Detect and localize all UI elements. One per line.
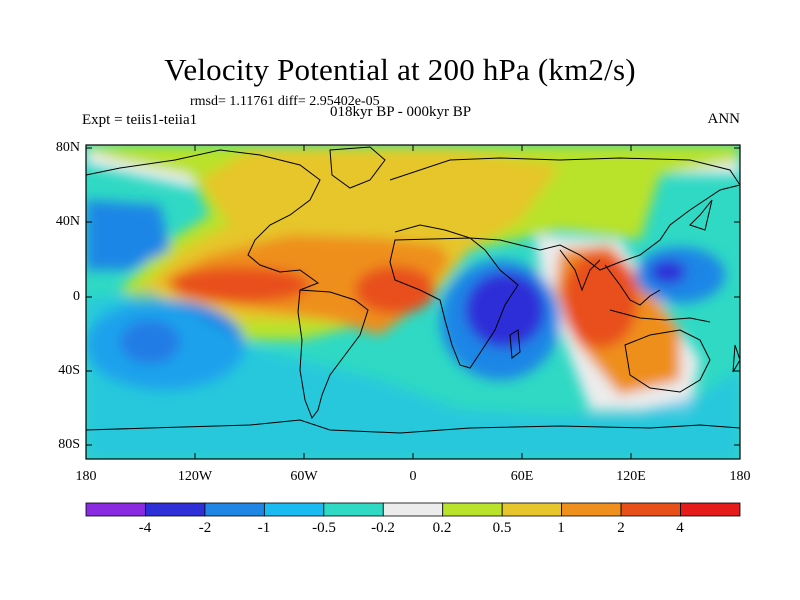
coast-indonesia: [609, 309, 711, 323]
colorbar-label: 1: [557, 520, 565, 536]
colorbar-swatch: [145, 502, 206, 517]
coast-africa: [389, 237, 519, 369]
stats-line: rmsd= 1.11761 diff= 2.95402e-05: [190, 94, 380, 109]
lat-label: 80N: [55, 140, 80, 155]
negative-strong-africa: [465, 272, 545, 348]
coast-greenland: [329, 146, 386, 189]
coast-north-america: [86, 149, 321, 291]
positive-red-region-atlantic: [355, 266, 435, 314]
colorbar-swatch: [501, 502, 563, 517]
lat-label: 80S: [58, 437, 80, 452]
positive-red-region-indian: [562, 252, 638, 348]
coastlines: [86, 146, 740, 434]
colorbar-swatch: [204, 502, 265, 517]
positive-red-region-pacific: [170, 267, 310, 303]
colorbar-swatch: [323, 502, 384, 517]
contour-field: [86, 145, 740, 459]
colorbar: [85, 502, 741, 517]
colorbar-swatch: [382, 502, 444, 517]
season-label: ANN: [707, 111, 741, 127]
light-blue-southern-band: [86, 290, 740, 459]
lon-label: 60E: [510, 469, 534, 484]
lon-label: 0: [409, 469, 417, 484]
colorbar-label: -1: [257, 520, 271, 536]
negative-blue-west-pacific: [86, 200, 170, 270]
colorbar-label: -0.2: [371, 520, 395, 536]
negative-strong-west-pacific-2: [650, 260, 686, 284]
coast-southeast-asia: [604, 264, 661, 306]
colorbar-label: -2: [198, 520, 212, 536]
period-label: 018kyr BP - 000kyr BP: [330, 104, 472, 120]
colorbar-swatch: [680, 502, 741, 517]
coast-europe-south: [394, 184, 740, 271]
lon-label: 180: [75, 469, 97, 484]
lat-label: 40S: [58, 363, 80, 378]
colorbar-swatch: [620, 502, 681, 517]
lon-label: 180: [729, 469, 751, 484]
colorbar-swatch: [263, 502, 325, 517]
colorbar-label: 0.5: [492, 520, 512, 536]
colorbar-swatch: [561, 502, 622, 517]
lon-label: 60W: [290, 469, 318, 484]
lon-label: 120W: [177, 469, 213, 484]
coast-australia: [624, 329, 711, 393]
colorbar-swatch: [85, 502, 146, 517]
coast-new-zealand: [732, 344, 740, 373]
lon-label: 120E: [616, 469, 646, 484]
colorbar-label: 0.2: [432, 520, 452, 536]
tick-marks: [86, 145, 740, 459]
coast-madagascar: [509, 329, 521, 359]
colorbar-label: 4: [676, 520, 684, 536]
colorbar-label: -0.5: [312, 520, 336, 536]
experiment-label: Expt = teiis1-teiia1: [82, 112, 198, 128]
colorbar-label: -4: [138, 520, 152, 536]
colorbar-label: 2: [617, 520, 625, 536]
coast-eurasia: [389, 157, 740, 186]
map-title: Velocity Potential at 200 hPa (km2/s): [164, 52, 636, 87]
coast-japan: [689, 199, 713, 231]
lat-label: 40N: [55, 214, 80, 229]
lat-label: 0: [73, 289, 80, 304]
coast-south-america: [297, 289, 369, 420]
coast-antarctica: [86, 419, 740, 434]
coast-india: [559, 249, 601, 292]
colorbar-swatch: [442, 502, 503, 517]
